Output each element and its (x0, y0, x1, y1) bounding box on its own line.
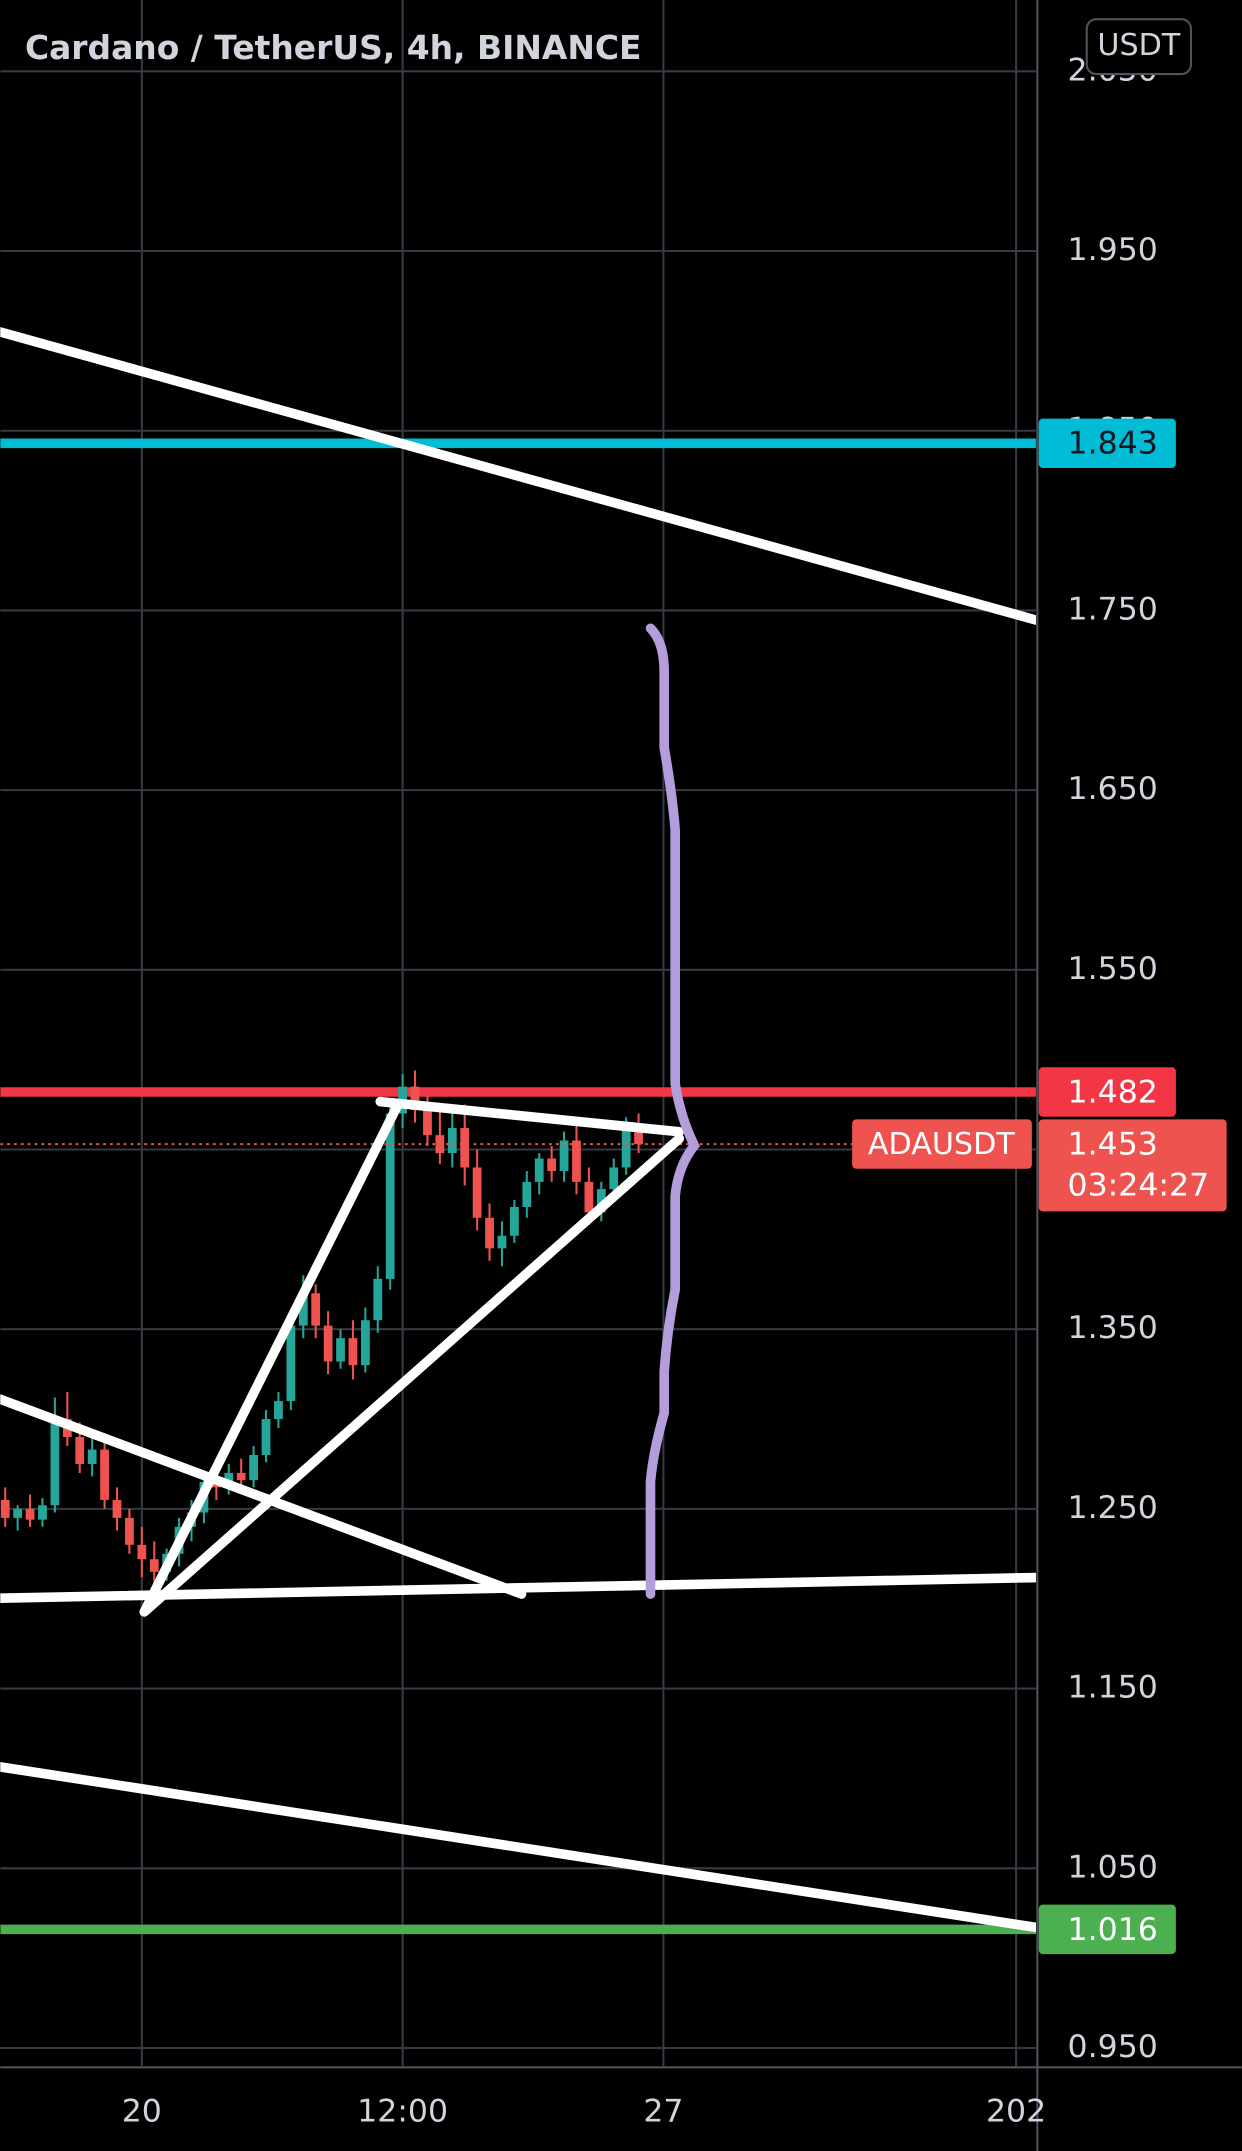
trend-line (0, 1572, 1036, 1603)
candle-body (460, 1127, 470, 1168)
candle-body (336, 1338, 345, 1362)
trend-line (0, 327, 1036, 625)
grid (0, 0, 1036, 2066)
candle-body (100, 1449, 109, 1500)
y-tick-label: 1.150 (1068, 1670, 1158, 1706)
symbol-box (852, 1119, 1032, 1169)
candle-body (125, 1517, 134, 1545)
candle-body (137, 1544, 147, 1560)
candle-body (274, 1401, 283, 1420)
x-tick-label: 202 (986, 2094, 1046, 2130)
candle-body (522, 1181, 532, 1208)
price-label-box (1038, 1067, 1176, 1117)
symbol-label: ADAUSDT (868, 1127, 1015, 1162)
price-labels: 1.843 1.482 1.016 ADAUSDT 1.453 03:24:27 (852, 418, 1227, 1955)
y-tick-label: 1.050 (1068, 1849, 1158, 1885)
candle-body (13, 1508, 23, 1518)
candle-body (149, 1559, 159, 1572)
candle-body (609, 1167, 619, 1190)
y-tick-label: 1.650 (1068, 771, 1158, 807)
candle-body (447, 1127, 457, 1154)
price-label: 1.482 (1068, 1074, 1158, 1110)
candle-body (534, 1158, 544, 1182)
candle-body (25, 1508, 35, 1520)
candle-body (261, 1419, 271, 1455)
candle-body (311, 1293, 321, 1326)
x-tick-label: 27 (643, 2094, 683, 2130)
candle-body (584, 1181, 594, 1213)
candle-body (298, 1293, 308, 1326)
candle-body (485, 1217, 494, 1249)
candle-body (348, 1338, 358, 1366)
brace-drawing (645, 623, 701, 1599)
trend-line (0, 1394, 527, 1599)
candle-body (423, 1109, 432, 1136)
countdown-label: 03:24:27 (1068, 1168, 1210, 1204)
candle-body (249, 1454, 258, 1481)
y-tick-label: 1.750 (1068, 591, 1158, 627)
x-tick-label: 20 (122, 2094, 162, 2130)
candle-body (236, 1472, 246, 1481)
y-tick-label: 1.350 (1068, 1310, 1158, 1346)
candle-body (410, 1086, 420, 1110)
candle-body (559, 1140, 569, 1172)
last-price-box (1038, 1119, 1227, 1212)
trend-line (139, 1099, 403, 1617)
candle-body (497, 1235, 507, 1249)
candle-body (634, 1127, 643, 1145)
candle-body (38, 1505, 47, 1520)
candle-body (360, 1320, 370, 1366)
drawings (0, 327, 1036, 1933)
price-lines (0, 438, 1036, 1935)
candle-body (547, 1158, 557, 1172)
y-tick-label: 1.250 (1068, 1490, 1158, 1526)
currency-label[interactable]: USDT (1097, 28, 1180, 63)
candle-body (385, 1113, 395, 1279)
candle-body (87, 1449, 97, 1464)
candle-body (596, 1189, 606, 1213)
y-tick-label: 0.950 (1068, 2029, 1158, 2065)
trend-line (375, 1096, 685, 1137)
candle-body (509, 1207, 519, 1236)
candle-body (621, 1127, 631, 1168)
candles (0, 1070, 1036, 1585)
candle-body (286, 1325, 296, 1402)
price-label-box (1038, 418, 1176, 468)
price-label: 1.016 (1068, 1912, 1158, 1948)
x-tick-label: 12:00 (357, 2094, 448, 2130)
currency-button[interactable] (1085, 18, 1193, 76)
candle-body (572, 1140, 581, 1182)
chart-title: Cardano / TetherUS, 4h, BINANCE (25, 28, 642, 67)
candle-body (75, 1437, 85, 1464)
price-label: 1.843 (1068, 426, 1158, 462)
candle-body (323, 1325, 333, 1362)
last-price-label: 1.453 (1068, 1126, 1158, 1162)
price-label-box (1038, 1904, 1176, 1955)
trend-line (0, 1762, 1036, 1933)
candle-body (472, 1167, 482, 1218)
y-tick-label: 1.550 (1068, 951, 1158, 987)
candle-body (0, 1499, 10, 1518)
candle-body (373, 1278, 383, 1321)
candle-body (112, 1499, 122, 1518)
y-tick-label: 1.950 (1068, 232, 1158, 268)
trend-line (139, 1133, 685, 1617)
candle-body (50, 1419, 60, 1506)
